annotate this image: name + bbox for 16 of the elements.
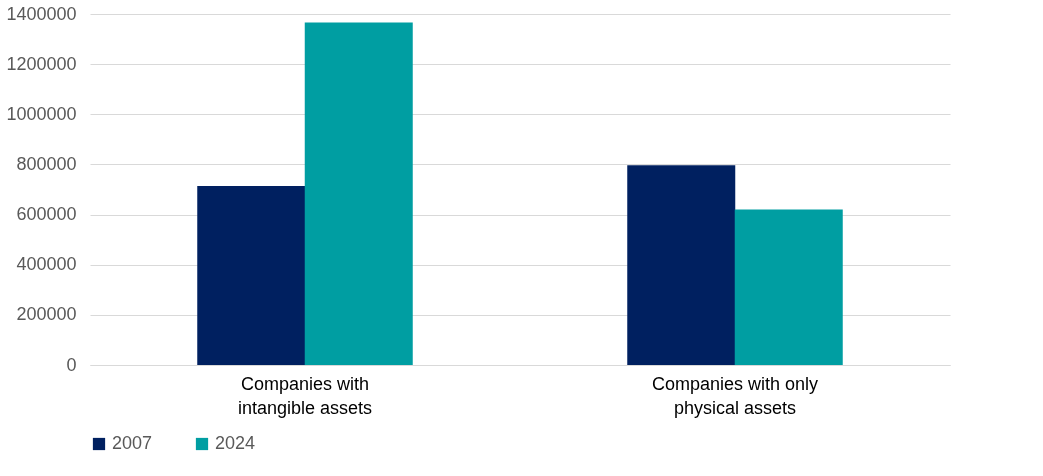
y-tick-label: 1400000 (6, 3, 77, 24)
x-tick-label: Companies with only physical assets (651, 373, 819, 418)
y-tick-label: 600000 (16, 204, 77, 225)
bar (197, 185, 306, 365)
bar (304, 22, 413, 365)
bar (627, 165, 736, 365)
y-tick-label: 400000 (16, 254, 77, 275)
y-tick-label: 800000 (16, 153, 77, 174)
y-tick-label: 1200000 (6, 53, 77, 74)
y-tick-label: 1000000 (6, 103, 77, 124)
y-tick-label: 0 (66, 354, 77, 375)
x-tick-label: Companies with intangible assets (237, 373, 373, 418)
legend-label: 2024 (215, 433, 256, 453)
bar (734, 209, 843, 365)
y-tick-label: 200000 (16, 304, 77, 325)
legend-label: 2007 (112, 433, 153, 453)
